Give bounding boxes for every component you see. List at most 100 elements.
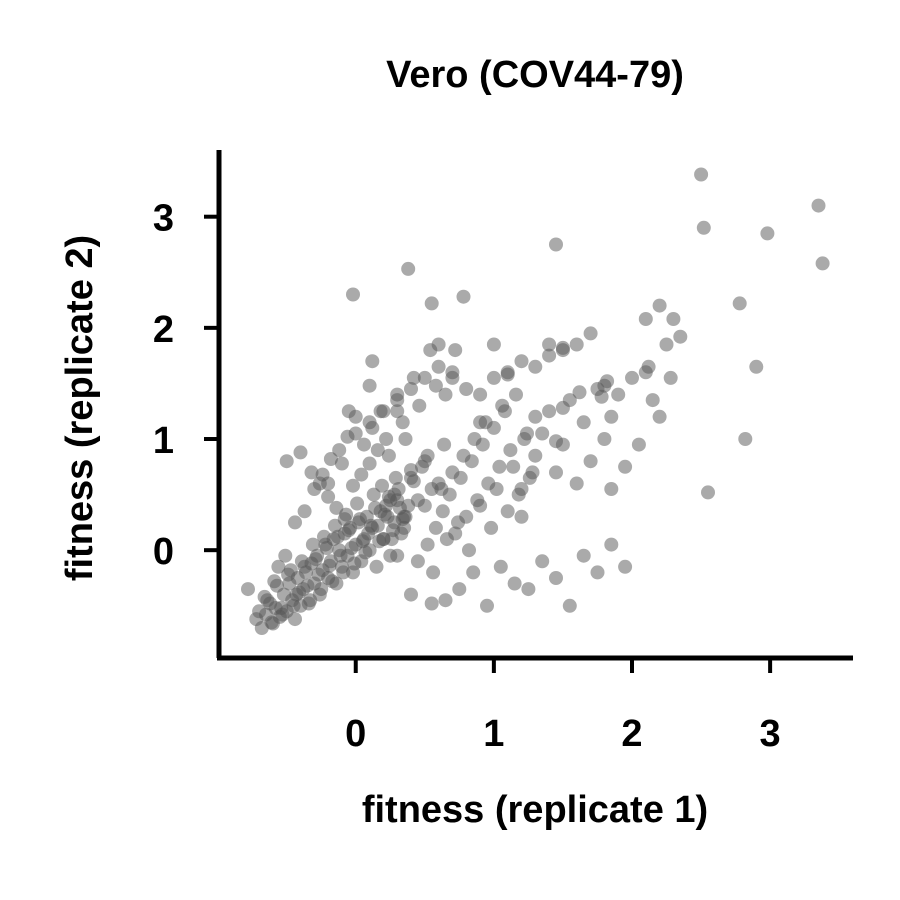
data-point bbox=[528, 448, 543, 463]
data-point bbox=[271, 559, 286, 574]
data-point bbox=[325, 574, 340, 589]
data-point bbox=[288, 612, 302, 627]
data-point bbox=[358, 545, 373, 560]
data-point bbox=[576, 415, 591, 430]
data-point bbox=[404, 587, 418, 602]
data-point bbox=[659, 337, 674, 352]
data-point bbox=[641, 359, 656, 374]
data-point bbox=[448, 343, 463, 358]
data-point bbox=[694, 167, 709, 182]
data-point bbox=[569, 476, 584, 491]
data-point bbox=[618, 559, 633, 574]
data-point bbox=[348, 426, 363, 441]
data-point bbox=[435, 504, 450, 519]
data-point bbox=[452, 582, 467, 597]
data-point bbox=[398, 432, 413, 446]
data-point bbox=[509, 387, 523, 402]
data-point bbox=[811, 198, 826, 213]
data-point bbox=[493, 559, 508, 574]
data-point bbox=[369, 559, 384, 574]
data-point bbox=[514, 509, 529, 524]
data-point bbox=[555, 400, 570, 415]
data-point bbox=[289, 587, 304, 602]
data-point bbox=[321, 476, 336, 491]
data-point bbox=[576, 548, 591, 563]
data-point bbox=[445, 370, 460, 385]
data-point bbox=[439, 532, 454, 547]
data-point bbox=[583, 454, 598, 469]
data-point bbox=[445, 465, 460, 480]
data-point bbox=[431, 337, 446, 352]
data-point bbox=[666, 312, 681, 326]
data-point bbox=[701, 485, 715, 500]
data-point bbox=[264, 615, 279, 630]
data-point bbox=[437, 437, 452, 452]
data-point bbox=[521, 582, 536, 597]
data-point bbox=[294, 554, 309, 569]
data-point bbox=[241, 582, 255, 597]
data-point bbox=[376, 404, 391, 419]
data-point bbox=[572, 385, 587, 400]
data-point bbox=[438, 387, 453, 402]
data-point bbox=[376, 532, 391, 547]
data-point bbox=[347, 556, 362, 571]
data-point bbox=[549, 571, 563, 585]
data-point bbox=[590, 565, 605, 580]
data-point bbox=[535, 426, 550, 441]
data-point bbox=[466, 565, 481, 580]
data-point bbox=[467, 432, 482, 446]
data-point bbox=[542, 348, 557, 363]
data-point bbox=[528, 409, 543, 424]
data-point bbox=[428, 378, 443, 393]
data-point bbox=[462, 543, 476, 558]
data-point bbox=[549, 434, 563, 449]
data-point bbox=[424, 296, 439, 311]
y-axis-ticks: 0 1 2 3 bbox=[153, 198, 219, 573]
data-point bbox=[390, 404, 405, 419]
data-point bbox=[611, 387, 626, 402]
data-point bbox=[337, 512, 352, 527]
data-point bbox=[631, 437, 646, 452]
x-tick-label: 1 bbox=[483, 713, 504, 755]
data-point bbox=[604, 537, 619, 552]
data-point bbox=[397, 509, 412, 524]
data-point bbox=[507, 576, 522, 591]
data-point bbox=[381, 448, 396, 463]
data-point bbox=[583, 326, 598, 341]
chart-title: Vero (COV44-79) bbox=[386, 54, 684, 96]
data-point bbox=[300, 578, 315, 593]
x-tick-label: 2 bbox=[621, 713, 642, 755]
data-point bbox=[597, 432, 612, 446]
data-point bbox=[362, 415, 377, 430]
data-point bbox=[486, 370, 501, 385]
data-point bbox=[732, 296, 747, 311]
data-point bbox=[417, 498, 432, 513]
data-point bbox=[500, 504, 515, 519]
data-point bbox=[420, 537, 435, 552]
data-point bbox=[361, 526, 376, 541]
data-point bbox=[352, 512, 367, 527]
data-point bbox=[288, 515, 302, 530]
data-point bbox=[480, 598, 494, 613]
data-point bbox=[311, 567, 326, 582]
data-point bbox=[618, 459, 633, 474]
data-point bbox=[354, 467, 369, 482]
data-point bbox=[383, 493, 398, 508]
data-point bbox=[267, 574, 282, 589]
data-point bbox=[283, 563, 298, 578]
data-point bbox=[434, 482, 449, 496]
data-point bbox=[604, 482, 619, 496]
data-point bbox=[341, 523, 356, 538]
data-point bbox=[549, 237, 563, 252]
data-point bbox=[412, 398, 427, 413]
data-point bbox=[431, 359, 446, 374]
data-point bbox=[473, 498, 488, 513]
data-point bbox=[390, 548, 405, 563]
data-point bbox=[424, 596, 439, 611]
data-point bbox=[370, 518, 385, 533]
data-point bbox=[274, 601, 289, 615]
data-point bbox=[417, 370, 432, 385]
data-point bbox=[815, 256, 830, 271]
data-point bbox=[406, 370, 421, 385]
